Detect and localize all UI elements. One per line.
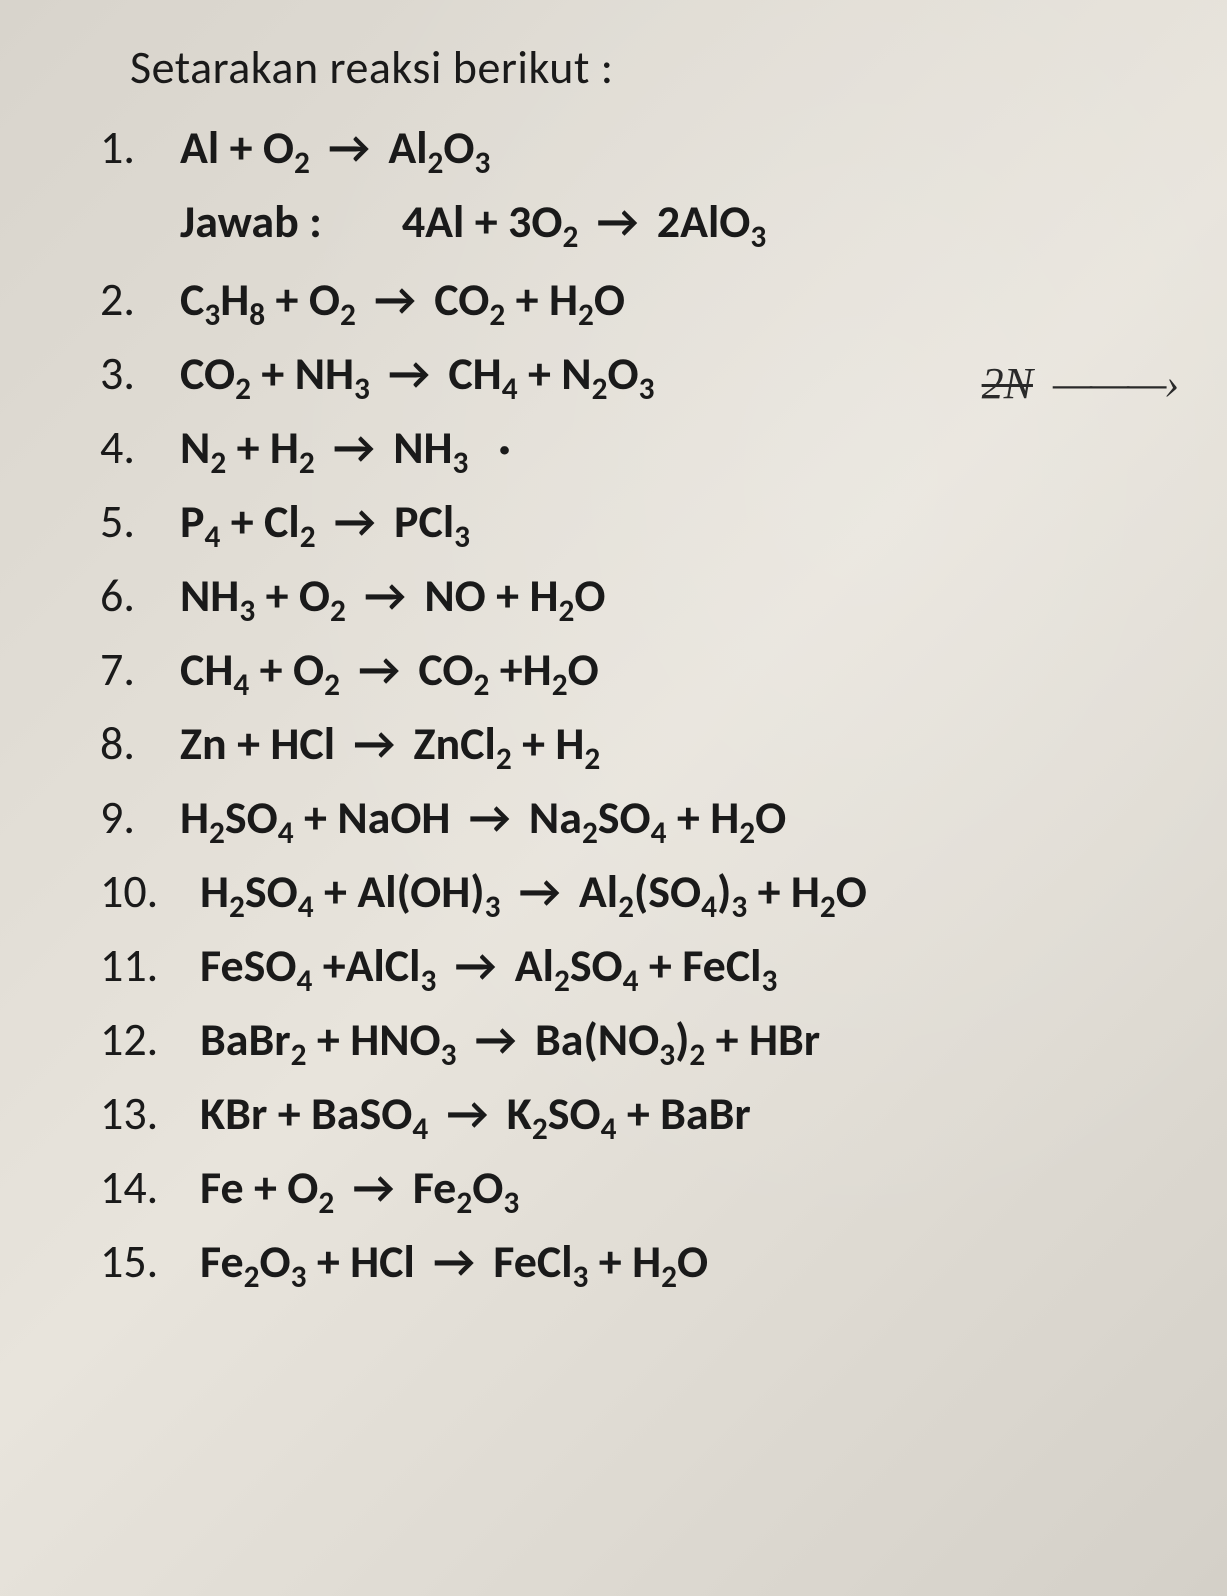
worksheet-content: Setarakan reaksi berikut : 1.Al + O2 → A… <box>100 40 1127 1290</box>
answer-equation: 4Al + 3O2 → 2AlO3 <box>402 194 766 250</box>
equation-item: 9.H2SO4 + NaOH → Na2SO4 + H2O <box>100 790 1127 846</box>
equation-item: 7.CH4 + O2 → CO2 +H2O <box>100 642 1127 698</box>
equation-item: 10.H2SO4 + Al(OH)3 → Al2(SO4)3 + H2O <box>100 864 1127 920</box>
equation-item: 4.N2 + H2 → NH3· <box>100 420 1127 476</box>
equation-item: 1.Al + O2 → Al2O3 <box>100 120 1127 176</box>
equation-list: 1.Al + O2 → Al2O3 Jawab : 4Al + 3O2 → 2AlO… <box>100 120 1127 1290</box>
item-number: 5. <box>100 494 180 550</box>
item-number: 1. <box>100 120 180 176</box>
item-number: 10. <box>100 864 200 920</box>
item-number: 11. <box>100 938 200 994</box>
equation: H2SO4 + Al(OH)3 → Al2(SO4)3 + H2O <box>200 864 867 920</box>
equation-item: 13.KBr + BaSO4 → K2SO4 + BaBr <box>100 1086 1127 1142</box>
item-number: 14. <box>100 1160 200 1216</box>
equation: N2 + H2 → NH3· <box>180 420 511 476</box>
equation: BaBr2 + HNO3 → Ba(NO3)2 + HBr <box>200 1012 820 1068</box>
equation: Al + O2 → Al2O3 <box>180 120 490 176</box>
equation: Zn + HCl → ZnCl2 + H2 <box>180 716 600 772</box>
equation: P4 + Cl2 → PCl3 <box>180 494 470 550</box>
item-number: 2. <box>100 272 180 328</box>
item-number: 3. <box>100 346 180 402</box>
item-number: 6. <box>100 568 180 624</box>
equation: NH3 + O2 → NO + H2O <box>180 568 605 624</box>
answer-label: Jawab : <box>180 194 322 250</box>
equation-item: 11.FeSO4 +AlCl3 → Al2SO4 + FeCl3 <box>100 938 1127 994</box>
equation: Fe2O3 + HCl → FeCl3 + H2O <box>200 1234 708 1290</box>
equation-item: 15.Fe2O3 + HCl → FeCl3 + H2O <box>100 1234 1127 1290</box>
item-number: 7. <box>100 642 180 698</box>
page-title: Setarakan reaksi berikut : <box>130 40 1127 96</box>
equation: CH4 + O2 → CO2 +H2O <box>180 642 599 698</box>
equation: KBr + BaSO4 → K2SO4 + BaBr <box>200 1086 751 1142</box>
answer-row: Jawab : 4Al + 3O2 → 2AlO3 <box>180 194 1127 250</box>
equation: Fe + O2 → Fe2O3 <box>200 1160 519 1216</box>
equation-item: 5.P4 + Cl2 → PCl3 <box>100 494 1127 550</box>
equation-item: 8.Zn + HCl → ZnCl2 + H2 <box>100 716 1127 772</box>
equation: CO2 + NH3 → CH4 + N2O3 <box>180 346 654 402</box>
equation: H2SO4 + NaOH → Na2SO4 + H2O <box>180 790 786 846</box>
equation-item: 14.Fe + O2 → Fe2O3 <box>100 1160 1127 1216</box>
equation-item: 2.C3H8 + O2 → CO2 + H2O <box>100 272 1127 328</box>
equation-item: 6.NH3 + O2 → NO + H2O <box>100 568 1127 624</box>
item-number: 8. <box>100 716 180 772</box>
item-number: 15. <box>100 1234 200 1290</box>
equation-item: 12.BaBr2 + HNO3 → Ba(NO3)2 + HBr <box>100 1012 1127 1068</box>
item-number: 12. <box>100 1012 200 1068</box>
item-number: 4. <box>100 420 180 476</box>
equation-item: 3.CO2 + NH3 → CH4 + N2O3 <box>100 346 1127 402</box>
equation: FeSO4 +AlCl3 → Al2SO4 + FeCl3 <box>200 938 777 994</box>
equation: C3H8 + O2 → CO2 + H2O <box>180 272 625 328</box>
item-number: 9. <box>100 790 180 846</box>
item-number: 13. <box>100 1086 200 1142</box>
